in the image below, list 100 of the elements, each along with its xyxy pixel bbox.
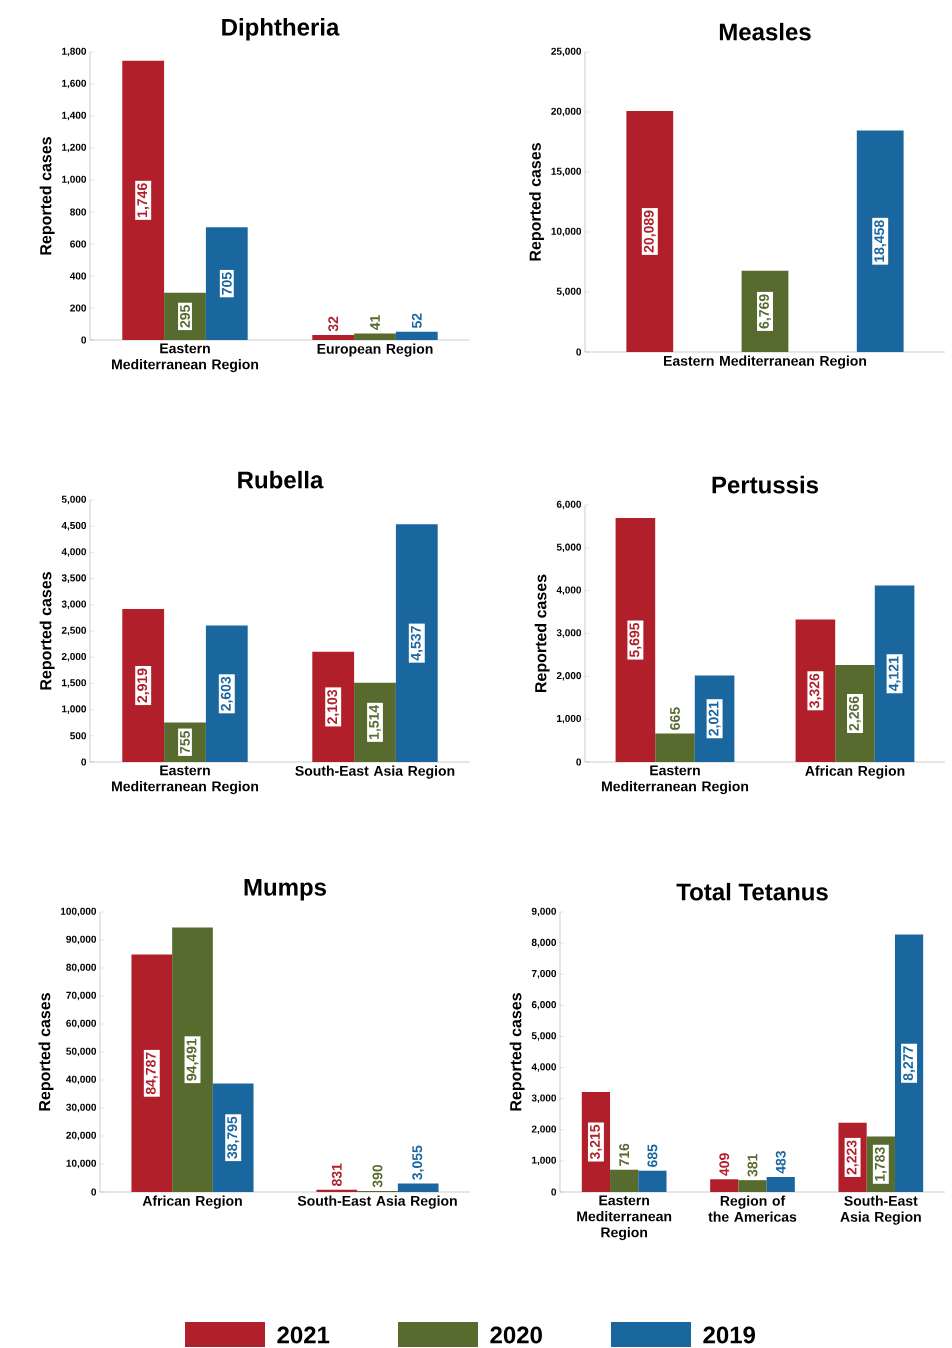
data-label: 716	[619, 1143, 630, 1166]
data-label: 18,458	[874, 220, 887, 262]
data-label: 94,491	[186, 1038, 199, 1081]
data-label: 1,514	[369, 704, 381, 739]
y-axis-title: Reported cases	[534, 574, 550, 693]
data-label: 20,089	[643, 210, 656, 253]
y-tick-label: 4,500	[61, 521, 87, 531]
y-tick-label: 3,000	[556, 629, 582, 638]
y-tick-label: 2,500	[61, 626, 87, 636]
y-tick-label: 3,500	[61, 574, 87, 583]
data-label: 3,215	[589, 1124, 602, 1160]
y-tick-label: 70,000	[66, 991, 97, 1001]
y-axis-title: Reported cases	[39, 572, 55, 690]
data-label: 41	[370, 315, 380, 331]
bar	[205, 227, 248, 341]
data-label: 8,277	[903, 1046, 916, 1081]
y-axis-title: Reported cases	[39, 137, 55, 255]
data-label: 2,103	[327, 689, 340, 724]
legend-label: 2019	[703, 1326, 756, 1344]
y-tick-label: 1,000	[532, 1156, 557, 1166]
y-tick-label: 9,000	[531, 907, 557, 917]
bar	[856, 130, 904, 352]
y-tick-label: 3,000	[61, 600, 87, 610]
y-tick-label: 10,000	[66, 1159, 97, 1169]
y-tick-label: 400	[69, 272, 87, 280]
y-tick-label: 5,000	[531, 1032, 557, 1041]
x-tick-label: Eastern Mediterranean Region	[112, 765, 259, 795]
y-tick-label: 5,000	[556, 287, 582, 297]
bar	[710, 1179, 739, 1193]
data-label: 409	[719, 1153, 730, 1176]
data-label: 2,223	[846, 1140, 859, 1175]
y-tick-label: 8,000	[531, 938, 557, 948]
chart-title: Rubella	[238, 470, 324, 489]
data-label: 5,695	[629, 622, 642, 658]
y-axis-title: Reported cases	[529, 143, 545, 261]
data-label: 6,769	[759, 294, 771, 329]
data-label: 3,326	[809, 673, 822, 708]
y-tick-label: 60,000	[66, 1019, 97, 1029]
bar	[395, 524, 438, 763]
y-tick-label: 1,500	[62, 679, 87, 688]
y-tick-label: 1,000	[557, 714, 582, 724]
y-tick-label: 4,000	[61, 548, 87, 557]
y-tick-label: 20,000	[66, 1131, 97, 1141]
y-tick-label: 90,000	[66, 935, 97, 945]
y-tick-label: 0	[91, 1188, 97, 1196]
data-label: 705	[221, 272, 232, 295]
y-tick-label: 1,600	[62, 79, 87, 89]
bar	[354, 333, 396, 341]
chart-title: Pertussis	[712, 475, 819, 494]
y-tick-label: 40,000	[66, 1075, 97, 1085]
data-label: 2,266	[849, 696, 861, 731]
y-tick-label: 0	[81, 336, 87, 344]
data-label: 483	[775, 1150, 786, 1174]
y-tick-label: 100,000	[60, 907, 97, 917]
y-tick-label: 0	[576, 758, 582, 766]
y-tick-label: 4,000	[531, 1063, 557, 1072]
x-tick-label: South-East Asia Region	[297, 1195, 457, 1209]
y-tick-label: 2,000	[556, 672, 582, 681]
bar	[395, 331, 438, 341]
data-label: 1,783	[874, 1147, 887, 1181]
y-tick-label: 1,400	[62, 111, 87, 121]
bar	[615, 518, 656, 763]
x-tick-label: Eastern Mediterranean Region	[602, 765, 749, 795]
bar	[610, 1169, 639, 1193]
bar	[205, 625, 248, 763]
bar	[894, 934, 924, 1193]
bar	[131, 954, 173, 1193]
bar	[766, 1176, 795, 1193]
data-label: 390	[372, 1164, 383, 1188]
data-label: 2,021	[708, 701, 721, 736]
x-tick-label: South-East Asia Region	[840, 1195, 921, 1225]
data-label: 3,055	[412, 1145, 425, 1180]
y-tick-label: 1,200	[62, 143, 87, 153]
chart-title: Measles	[719, 22, 811, 41]
bar	[312, 651, 355, 763]
y-tick-label: 500	[70, 732, 87, 740]
y-tick-label: 0	[576, 348, 582, 356]
bar	[874, 585, 915, 763]
data-label: 4,537	[410, 626, 423, 661]
data-label: 84,787	[145, 1052, 158, 1095]
data-label: 52	[411, 313, 422, 329]
y-tick-label: 1,800	[62, 47, 87, 57]
data-label: 32	[328, 316, 339, 332]
y-tick-label: 15,000	[551, 167, 582, 177]
y-tick-label: 25,000	[551, 47, 582, 57]
bar	[122, 60, 165, 341]
bar	[312, 334, 355, 341]
y-tick-label: 4,000	[556, 586, 582, 595]
x-tick-label: African Region	[142, 1195, 242, 1209]
legend-label: 2020	[490, 1326, 542, 1344]
bar	[638, 1170, 667, 1193]
bar	[795, 619, 836, 763]
x-tick-label: Eastern Mediterranean Region	[577, 1195, 672, 1241]
y-tick-label: 10,000	[551, 227, 582, 237]
chart-title: Total Tetanus	[676, 882, 828, 901]
data-label: 665	[670, 707, 680, 730]
bar	[397, 1183, 439, 1193]
data-label: 685	[647, 1144, 658, 1167]
y-tick-label: 30,000	[66, 1103, 97, 1113]
y-tick-label: 5,000	[61, 495, 87, 505]
